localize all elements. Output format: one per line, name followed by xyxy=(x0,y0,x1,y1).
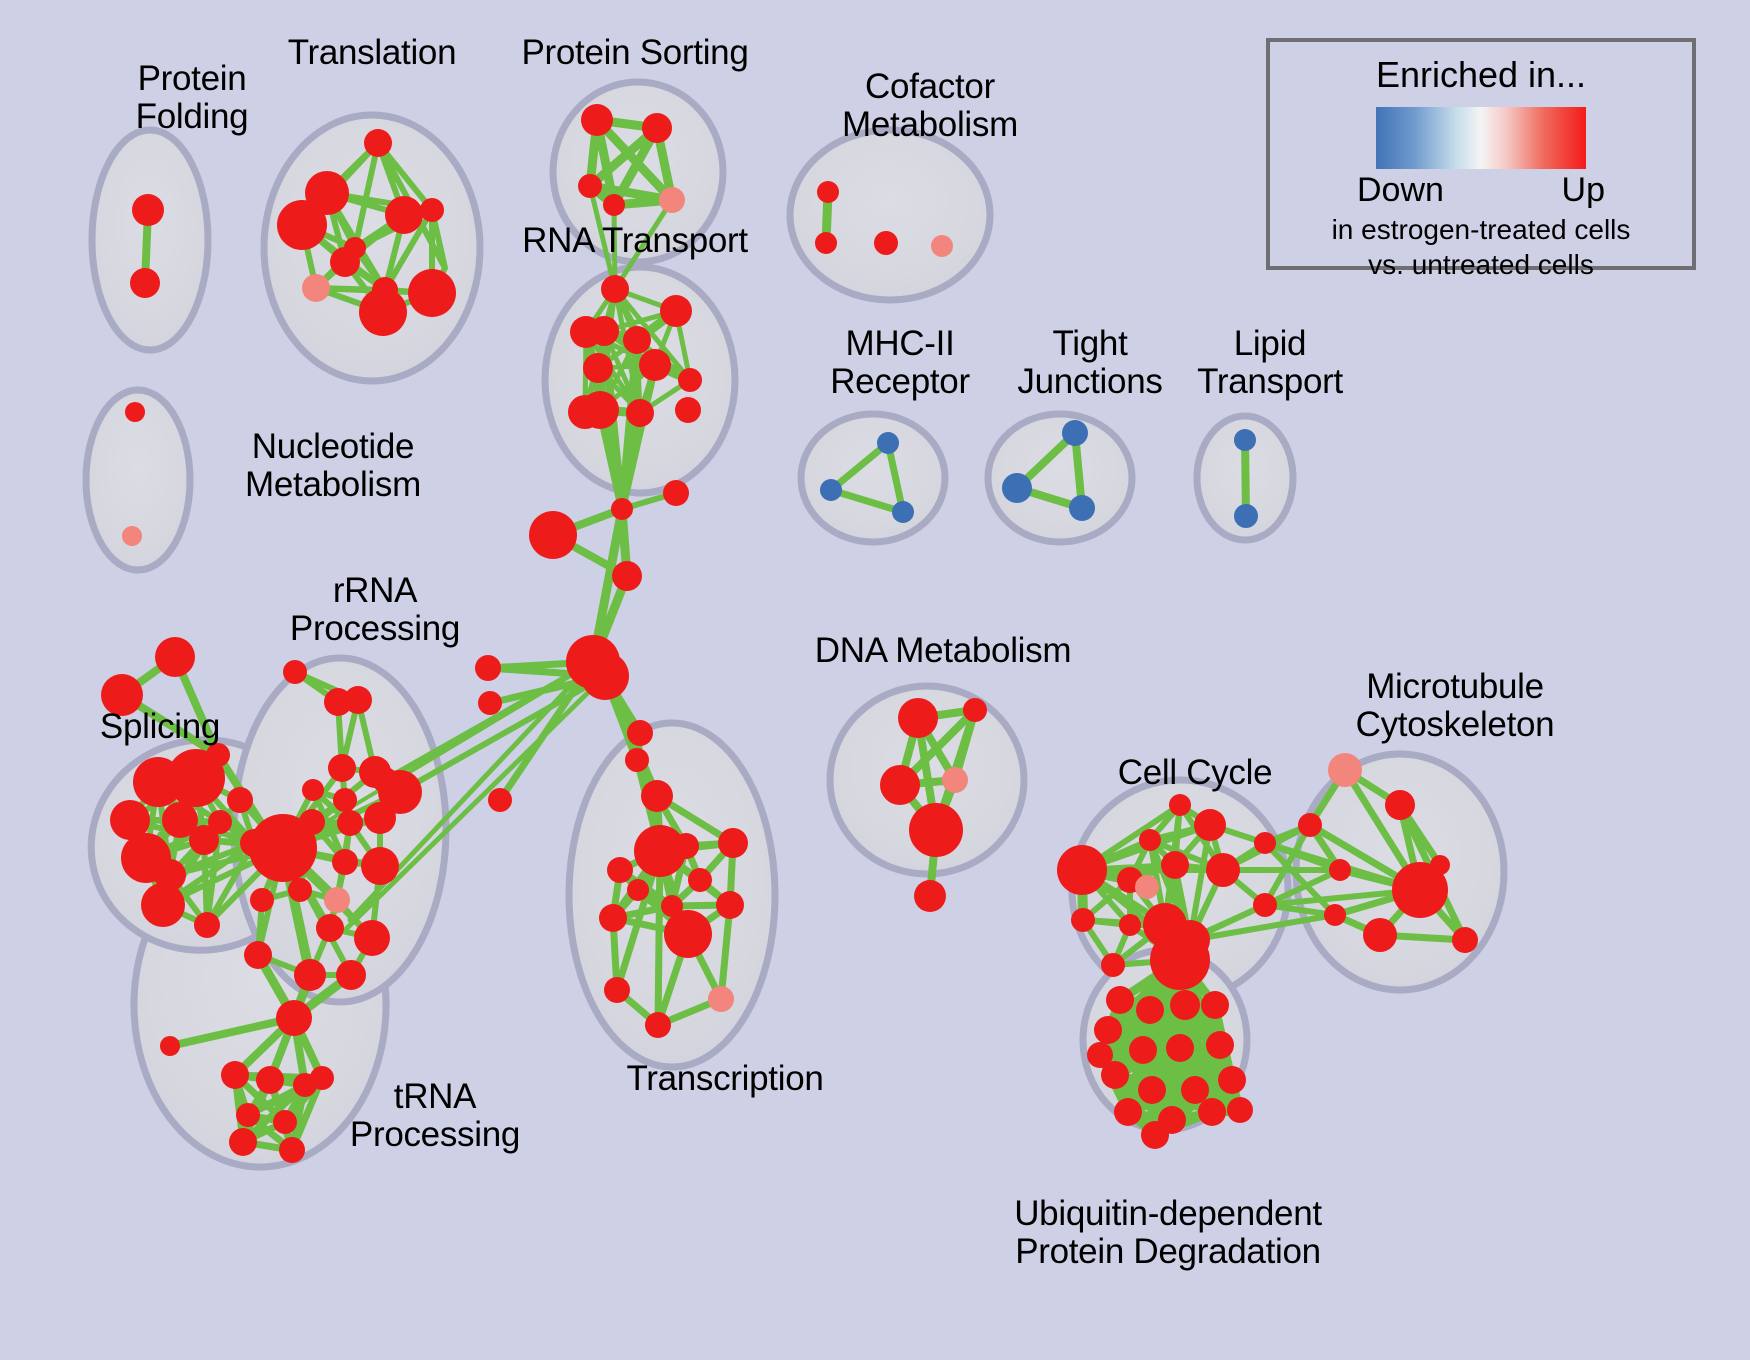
nodes-cofactor-metabolism xyxy=(815,181,953,257)
nodes-central-chain xyxy=(475,480,689,812)
cluster-ellipse-cofactor-metabolism xyxy=(786,126,994,304)
legend-subtitle-line2: vs. untreated cells xyxy=(1368,249,1594,281)
legend-title: Enriched in... xyxy=(1375,54,1587,95)
nodes-tight-junctions xyxy=(1002,420,1095,521)
nodes-protein-folding xyxy=(130,194,164,298)
edges-protein-sorting xyxy=(585,115,677,210)
nodes-splicing xyxy=(110,749,268,938)
legend-panel: Enriched in... Down Up in estrogen-treat… xyxy=(1266,38,1696,280)
legend-subtitle-line1: in estrogen-treated cells xyxy=(1331,214,1631,245)
nodes-mhc-ii-receptor xyxy=(820,432,914,523)
nodes-splicing-satellites xyxy=(101,637,230,767)
nodes-transcription xyxy=(599,825,748,1038)
legend-label-up: Up xyxy=(1561,171,1605,209)
network-nodes xyxy=(101,104,1478,1163)
nodes-protein-sorting xyxy=(578,104,685,216)
cluster-ellipse-nucleotide-metabolism xyxy=(82,386,194,574)
edges-sorting-to-transport xyxy=(587,183,675,292)
edges-lipid-transport xyxy=(1241,436,1250,520)
legend-label-down: Down xyxy=(1357,171,1444,209)
cluster-ellipse-mhc-ii-receptor xyxy=(797,410,949,546)
legend-colorbar xyxy=(1376,107,1586,169)
nodes-rna-transport xyxy=(568,275,702,429)
nodes-ubiquitin-degradation xyxy=(1087,930,1253,1149)
cluster-ellipse-protein-sorting xyxy=(549,78,727,266)
nodes-translation xyxy=(277,129,456,336)
nodes-microtubule-cytoskeleton xyxy=(1298,753,1478,953)
edges-mhc-ii xyxy=(827,439,907,516)
nodes-dna-metabolism xyxy=(880,698,987,912)
nodes-lipid-transport xyxy=(1234,429,1258,528)
legend-endpoints: Down Up xyxy=(1357,171,1605,210)
nodes-trna-processing xyxy=(160,1000,334,1163)
nodes-rrna-processing xyxy=(244,660,422,991)
cluster-ellipse-tight-junctions xyxy=(984,410,1136,546)
edges-splicing-satellites xyxy=(118,653,276,844)
nodes-nucleotide-metabolism xyxy=(122,402,145,546)
